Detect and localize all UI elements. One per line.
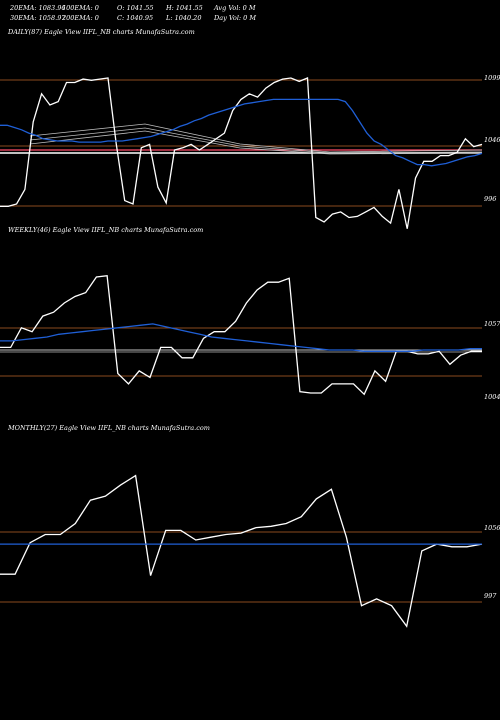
daily-chart-title: DAILY(87) Eagle View IIFL_NB charts Muna… <box>8 28 195 36</box>
header-dayvol: Day Vol: 0 M <box>214 14 257 22</box>
monthly-series-price-line <box>0 474 483 628</box>
daily-series-price-line <box>0 77 483 229</box>
weekly-y-label-1057: 1057 <box>484 320 500 328</box>
weekly-series-ema-line <box>0 323 482 352</box>
weekly-series-price-line <box>0 274 482 396</box>
monthly-panel: 1056 997 <box>0 524 500 603</box>
daily-gray-line-1 <box>29 123 483 153</box>
daily-series-ema-line <box>0 98 483 167</box>
header-ema200: 200EMA: 0 <box>62 14 99 22</box>
daily-y-label-996: 996 <box>484 195 496 203</box>
weekly-panel: 1057 1004 <box>0 320 500 401</box>
monthly-y-label-1056: 1056 <box>484 524 500 532</box>
header-high: H: 1041.55 <box>166 4 203 12</box>
header-low: L: 1040.20 <box>166 14 202 22</box>
daily-gray-line-2 <box>29 127 483 154</box>
daily-y-label-1099: 1099 <box>484 74 500 82</box>
header-avgvol: Avg Vol: 0 M <box>214 4 256 12</box>
daily-y-label-1046: 1046 <box>484 136 500 144</box>
header-ema20: 20EMA: 1083.96 <box>10 4 66 12</box>
monthly-chart-title: MONTHLY(27) Eagle View IIFL_NB charts Mu… <box>8 424 210 432</box>
header-ema100: 100EMA: 0 <box>62 4 99 12</box>
weekly-y-label-1004: 1004 <box>484 393 500 401</box>
header-close: C: 1040.95 <box>117 14 154 22</box>
header-ema30: 30EMA: 1058.97 <box>10 14 66 22</box>
weekly-chart-title: WEEKLY(46) Eagle View IIFL_NB charts Mun… <box>8 226 204 234</box>
monthly-y-label-997: 997 <box>484 592 497 600</box>
header-open: O: 1041.55 <box>117 4 154 12</box>
daily-gray-line-3 <box>29 130 483 155</box>
